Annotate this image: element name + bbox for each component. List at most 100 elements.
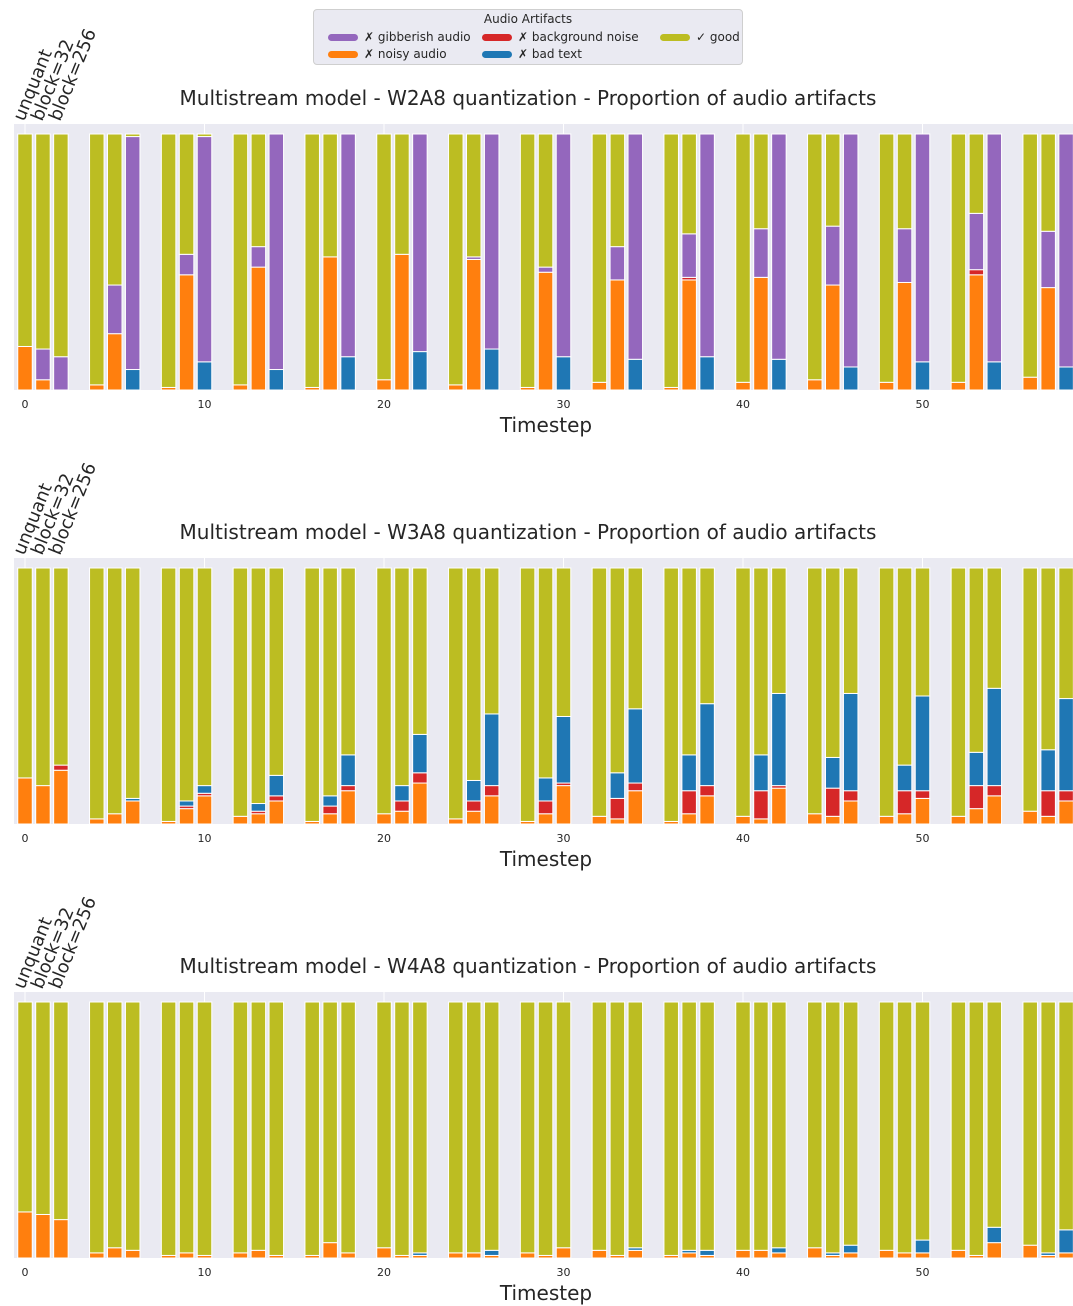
bar-segment-badtext xyxy=(268,369,285,391)
bar-segment-good xyxy=(914,567,931,697)
bar-segment-background xyxy=(896,790,913,815)
bar-segment-good xyxy=(322,567,338,797)
bar-segment-good xyxy=(591,1001,608,1251)
legend-item-badtext: ✗ bad text xyxy=(482,47,582,61)
bar-segment-good xyxy=(178,133,195,255)
bar-segment-good xyxy=(968,133,985,214)
x-tick-label: 10 xyxy=(198,1266,212,1279)
bar-segment-noisy xyxy=(591,381,608,391)
bar-segment-good xyxy=(1040,133,1056,232)
bar-segment-noisy xyxy=(1022,1244,1038,1259)
bar-segment-good xyxy=(1022,133,1038,378)
bar-segment-noisy xyxy=(1022,810,1038,825)
bar-segment-badtext xyxy=(483,713,500,787)
x-tick-label: 50 xyxy=(916,1266,930,1279)
bar-segment-gibberish xyxy=(196,136,213,363)
bar-segment-gibberish xyxy=(896,228,913,283)
x-tick-label: 40 xyxy=(736,398,750,411)
bar-segment-badtext xyxy=(627,708,644,784)
bar-segment-gibberish xyxy=(699,133,715,358)
bar-segment-good xyxy=(178,1001,195,1254)
bar-segment-good xyxy=(394,567,410,787)
bar-segment-good xyxy=(896,1001,913,1254)
bar-segment-good xyxy=(17,1001,33,1213)
bar-segment-good xyxy=(663,1001,679,1256)
bar-segment-noisy xyxy=(609,818,626,825)
bar-segment-good xyxy=(825,133,841,227)
bar-segment-gibberish xyxy=(609,246,626,281)
legend-swatch-badtext xyxy=(482,50,512,58)
bar-segment-noisy xyxy=(986,1242,1003,1259)
chart-title: Multistream model - W3A8 quantization - … xyxy=(180,520,877,544)
bar-segment-good xyxy=(1058,1001,1073,1231)
bar-segment-good xyxy=(753,133,769,230)
bar-segment-good xyxy=(196,133,213,138)
bar-segment-good xyxy=(53,1001,69,1221)
bar-segment-good xyxy=(448,133,464,386)
bar-segment-gibberish xyxy=(627,133,644,360)
bar-segment-noisy xyxy=(842,1252,859,1259)
bar-segment-good xyxy=(771,1001,787,1249)
bar-segment-badtext xyxy=(466,779,482,802)
bar-segment-gibberish xyxy=(825,225,841,286)
bar-segment-noisy xyxy=(232,1252,249,1259)
bar-segment-background xyxy=(268,795,285,802)
bar-segment-noisy xyxy=(950,381,967,391)
bar-segment-noisy xyxy=(107,1247,123,1259)
bar-segment-good xyxy=(89,133,105,386)
bar-segment-noisy xyxy=(268,800,285,825)
legend-item-good: ✓ good xyxy=(660,30,740,44)
bar-segment-good xyxy=(825,1001,841,1254)
legend-item-gibberish: ✗ gibberish audio xyxy=(328,30,471,44)
bar-segment-good xyxy=(555,1001,572,1249)
bar-segment-noisy xyxy=(483,795,500,825)
bar-segment-noisy xyxy=(555,785,572,825)
bar-segment-noisy xyxy=(914,797,931,825)
bar-segment-noisy xyxy=(232,815,249,825)
bar-segment-good xyxy=(466,567,482,781)
bar-segment-noisy xyxy=(124,800,141,825)
bar-segment-good xyxy=(735,133,751,383)
bar-segment-noisy xyxy=(1058,800,1073,825)
bar-segment-badtext xyxy=(896,764,913,792)
bar-segment-noisy xyxy=(178,274,195,391)
bar-segment-noisy xyxy=(753,1249,769,1259)
bar-segment-good xyxy=(537,133,554,268)
bar-segment-background xyxy=(537,800,554,815)
bar-segment-good xyxy=(196,1001,213,1256)
bar-segment-badtext xyxy=(681,754,697,792)
bar-segment-good xyxy=(825,567,841,758)
bar-segment-good xyxy=(394,133,410,255)
bar-segment-good xyxy=(483,1001,500,1251)
bar-segment-good xyxy=(681,567,697,756)
legend-label-gibberish: ✗ gibberish audio xyxy=(364,30,471,44)
x-tick-label: 20 xyxy=(377,832,391,845)
bar-segment-noisy xyxy=(591,1249,608,1259)
legend-title: Audio Artifacts xyxy=(483,12,573,26)
legend-label-badtext: ✗ bad text xyxy=(518,47,582,61)
bar-segment-good xyxy=(537,567,554,779)
bar-segment-good xyxy=(394,1001,410,1256)
x-tick-label: 40 xyxy=(736,1266,750,1279)
bar-segment-noisy xyxy=(89,384,105,391)
bar-segment-good xyxy=(896,567,913,766)
bar-segment-badtext xyxy=(412,351,428,391)
bar-segment-noisy xyxy=(53,769,69,825)
bar-segment-good xyxy=(466,1001,482,1254)
bar-segment-badtext xyxy=(1058,366,1073,391)
bar-segment-noisy xyxy=(394,253,410,391)
bar-segment-good xyxy=(448,567,464,820)
x-tick-label: 30 xyxy=(557,398,571,411)
x-tick-label: 30 xyxy=(557,1266,571,1279)
bar-segment-noisy xyxy=(591,815,608,825)
chart-title: Multistream model - W4A8 quantization - … xyxy=(180,954,877,978)
bar-segment-background xyxy=(699,785,715,797)
bar-segment-gibberish xyxy=(35,348,51,381)
bar-segment-good xyxy=(124,133,141,138)
bar-segment-good xyxy=(268,567,285,776)
bar-segment-background xyxy=(340,785,356,792)
x-tick-label: 10 xyxy=(198,832,212,845)
bar-segment-gibberish xyxy=(842,133,859,368)
bar-segment-noisy xyxy=(250,813,267,825)
bar-segment-noisy xyxy=(412,782,428,825)
